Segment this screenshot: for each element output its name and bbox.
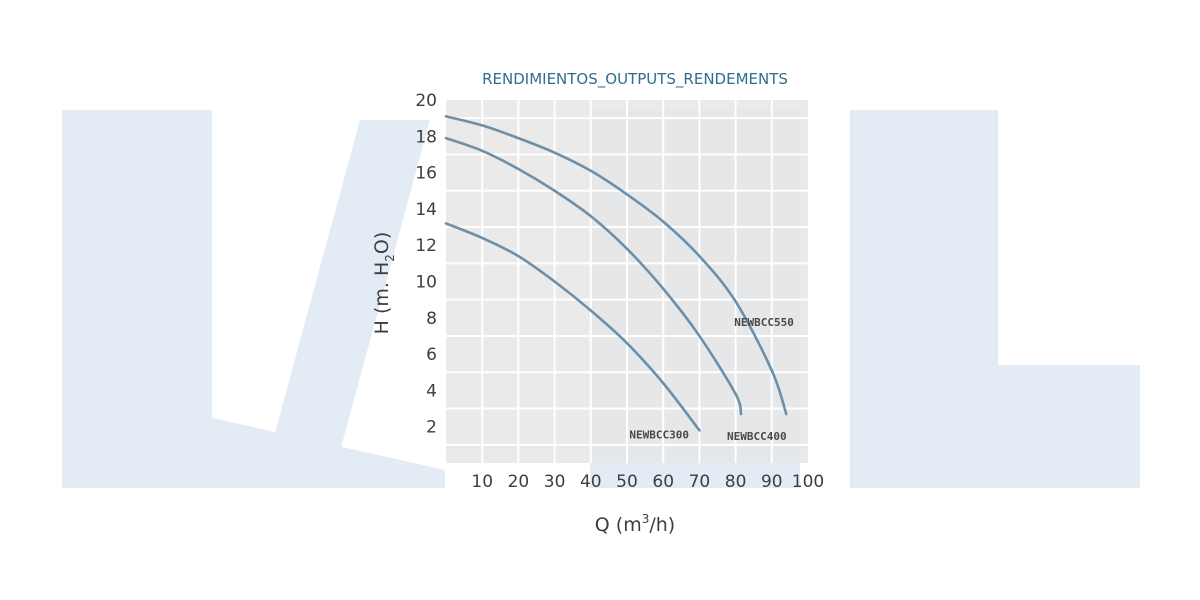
series-label-newbcc400: NEWBCC400	[727, 430, 787, 443]
x-tick-label: 100	[792, 472, 824, 492]
y-axis-title-post: O)	[371, 232, 393, 254]
y-axis-title: H (m. H2O)	[371, 232, 397, 335]
y-tick-label: 12	[415, 236, 437, 256]
x-tick-label: 20	[508, 472, 530, 492]
y-tick-label: 2	[426, 418, 437, 438]
x-tick-label: 90	[761, 472, 783, 492]
x-axis-title: Q (m3/h)	[595, 512, 675, 536]
y-axis-ticks: 2 4 6 8 10 12 14 16 18 20	[415, 91, 437, 438]
x-tick-label: 80	[725, 472, 747, 492]
y-tick-label: 4	[426, 381, 437, 401]
x-axis-title-post: /h)	[649, 514, 675, 536]
series-label-newbcc300: NEWBCC300	[629, 428, 689, 441]
y-tick-label: 20	[415, 91, 437, 111]
series-label-newbcc550: NEWBCC550	[734, 316, 794, 329]
y-tick-label: 18	[415, 127, 437, 147]
x-tick-label: 70	[689, 472, 711, 492]
x-tick-label: 30	[544, 472, 566, 492]
y-tick-label: 8	[426, 309, 437, 329]
curves	[444, 115, 788, 432]
x-tick-label: 40	[580, 472, 602, 492]
curve-newbcc550	[444, 115, 788, 416]
x-axis-title-pre: Q (m	[595, 514, 642, 536]
x-tick-label: 60	[652, 472, 674, 492]
series-labels: NEWBCC300 NEWBCC400 NEWBCC550	[629, 316, 793, 443]
watermark-shape	[850, 365, 1140, 488]
grid	[446, 100, 808, 463]
x-tick-label: 10	[471, 472, 493, 492]
y-axis-title-sub: 2	[383, 254, 397, 262]
y-axis-title-pre: H (m. H	[371, 262, 393, 335]
chart-title: RENDIMIENTOS_OUTPUTS_RENDEMENTS	[482, 70, 788, 89]
x-axis-title-sup: 3	[642, 512, 650, 526]
y-tick-label: 10	[415, 273, 437, 293]
x-tick-label: 50	[616, 472, 638, 492]
curve-newbcc300	[444, 222, 701, 432]
y-tick-label: 16	[415, 164, 437, 184]
y-tick-label: 14	[415, 200, 437, 220]
watermark-shape	[260, 120, 430, 488]
y-tick-label: 6	[426, 345, 437, 365]
curve-newbcc400	[444, 136, 743, 416]
x-axis-ticks: 10 20 30 40 50 60 70 80 90 100	[471, 472, 824, 492]
